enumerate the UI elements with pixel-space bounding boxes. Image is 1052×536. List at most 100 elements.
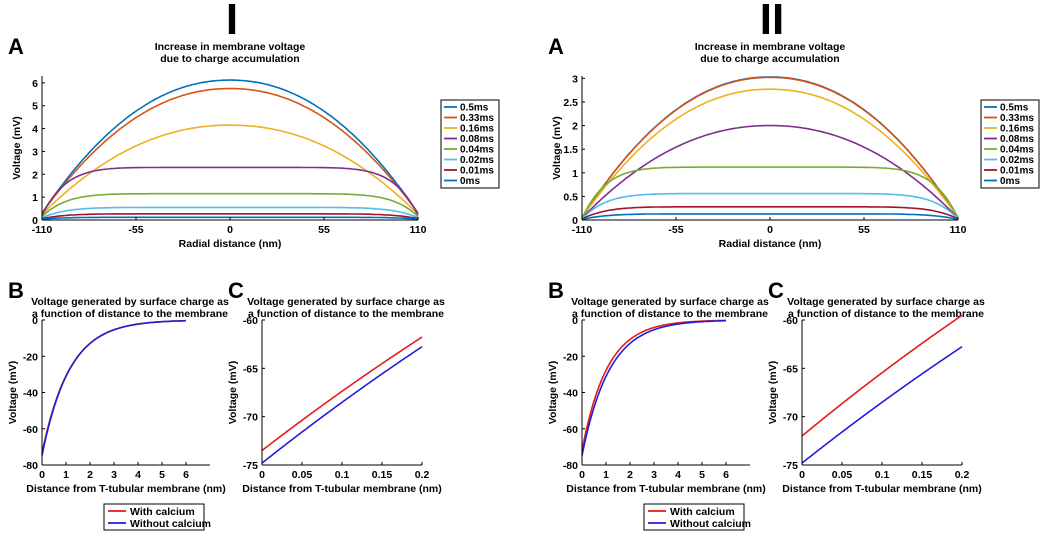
x-axis-label: Distance from T-tubular membrane (nm) [782,483,982,495]
x-tick-label: 0.1 [335,469,350,481]
legend-label: 0.02ms [1000,155,1034,166]
chart-title-line: due to charge accumulation [160,53,299,65]
y-tick-label: -75 [783,460,798,472]
series-line-0-02ms [41,206,419,219]
x-tick-label: 3 [111,469,117,481]
series-line-0-5ms [41,79,419,214]
chart-title-line: due to charge accumulation [700,53,839,65]
y-axis-label: Voltage (mV) [547,361,559,424]
y-axis-label: Voltage (mV) [11,116,23,179]
y-tick-label: -60 [563,424,578,436]
legend-label: 0.16ms [460,124,494,135]
legend-box [643,503,745,531]
y-tick-label: 0.5 [563,191,578,203]
series-line-0-04ms [581,166,959,219]
chart-title-line: Voltage generated by surface charge as [571,296,769,308]
x-tick-label: 0 [39,469,45,481]
legend-label: 0.08ms [460,134,494,145]
y-axis-label: Voltage (mV) [7,361,19,424]
x-tick-label: 2 [627,469,633,481]
y-tick-label: -70 [243,412,258,424]
y-tick-label: 6 [32,78,38,90]
legend-label: With calcium [130,506,195,518]
x-tick-label: 0.1 [875,469,890,481]
panel-letter: C [768,278,784,303]
x-tick-label: -55 [668,224,683,236]
x-tick-label: 0.15 [912,469,933,481]
panel-letter: B [8,278,24,303]
panel-letter: C [228,278,244,303]
x-tick-label: 6 [723,469,729,481]
series-line-0-33ms [41,87,419,214]
y-tick-label: 4 [32,124,38,136]
x-tick-label: 3 [651,469,657,481]
chart-c: C Voltage generated by surface charge asa… [227,278,445,495]
y-tick-label: -80 [23,460,38,472]
x-tick-label: 110 [950,224,967,236]
y-tick-label: 3 [32,146,38,158]
series-line-0-02ms [581,192,959,220]
y-tick-label: 0 [32,315,38,327]
x-tick-label: 110 [410,224,427,236]
y-tick-label: 1 [32,192,38,204]
x-tick-label: 0 [767,224,773,236]
series-line-0-08ms [581,124,959,219]
x-tick-label: -55 [128,224,143,236]
legend-label: With calcium [670,506,735,518]
series-line-0-01ms [581,206,959,220]
series-line-without-calcium [261,346,423,464]
y-axis-label: Voltage (mV) [227,361,239,424]
chart-title-line: a function of distance to the membrane [32,308,228,320]
legend-label: 0.04ms [460,145,494,156]
x-axis-label: Distance from T-tubular membrane (nm) [26,483,226,495]
x-axis-label: Radial distance (nm) [179,238,282,250]
chart-title-line: Increase in membrane voltage [155,41,306,53]
legend-label: 0.16ms [1000,124,1034,135]
legend-label: Without calcium [130,518,211,530]
legend-box [440,99,500,189]
legend-label: 0ms [460,176,480,187]
legend-label: 0.02ms [460,155,494,166]
series-line-0-04ms [41,192,419,218]
chart-title-line: Voltage generated by surface charge as [787,296,985,308]
series-line-without-calcium [41,319,186,456]
y-tick-label: -60 [783,315,798,327]
x-tick-label: -110 [32,224,53,236]
x-tick-label: 0 [259,469,265,481]
y-tick-label: -65 [783,363,798,375]
y-tick-label: -80 [563,460,578,472]
x-tick-label: 0.05 [292,469,313,481]
legend-label: 0.04ms [1000,145,1034,156]
chart-title-line: Voltage generated by surface charge as [31,296,229,308]
chart-c: C Voltage generated by surface charge asa… [767,278,985,495]
x-tick-label: 4 [135,469,141,481]
series-line-with-calcium [581,319,726,451]
legend-label: 0.33ms [1000,113,1034,124]
series-line-with-calcium [801,314,963,437]
x-tick-label: 0.05 [832,469,853,481]
chart-title-line: a function of distance to the membrane [572,308,768,320]
y-tick-label: 3 [572,73,578,85]
y-tick-label: -40 [23,388,38,400]
y-tick-label: -70 [783,412,798,424]
y-tick-label: -65 [243,363,258,375]
series-line-without-calcium [581,319,726,456]
x-tick-label: 2 [87,469,93,481]
chart-title-line: Voltage generated by surface charge as [247,296,445,308]
x-tick-label: 0.15 [372,469,393,481]
y-axis-label: Voltage (mV) [767,361,779,424]
x-tick-label: 6 [183,469,189,481]
series-line-without-calcium [801,346,963,464]
x-tick-label: 55 [858,224,870,236]
x-tick-label: 0 [799,469,805,481]
y-tick-label: 0 [572,215,578,227]
y-tick-label: 2.5 [563,97,578,109]
legend: 0.5ms0.33ms0.16ms0.08ms0.04ms0.02ms0.01m… [980,99,1040,189]
x-tick-label: 5 [699,469,705,481]
roman-numeral: I [226,0,238,44]
legend-label: 0ms [1000,176,1020,187]
y-tick-label: 0 [572,315,578,327]
